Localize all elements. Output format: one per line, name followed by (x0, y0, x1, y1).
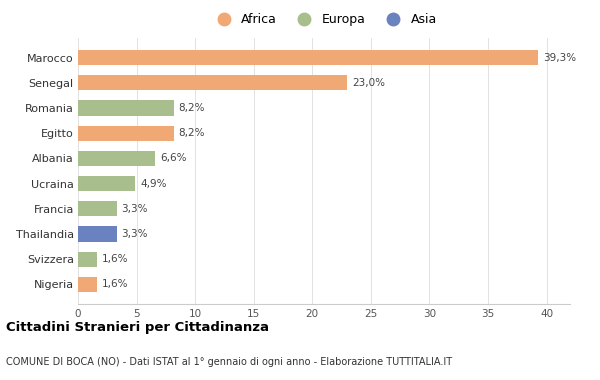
Text: 8,2%: 8,2% (179, 128, 205, 138)
Text: 3,3%: 3,3% (121, 229, 148, 239)
Bar (78, 201, 116, 216)
Text: 3,3%: 3,3% (121, 204, 148, 214)
Bar (78, 176, 136, 191)
Bar (78, 151, 155, 166)
Text: COMUNE DI BOCA (NO) - Dati ISTAT al 1° gennaio di ogni anno - Elaborazione TUTTI: COMUNE DI BOCA (NO) - Dati ISTAT al 1° g… (6, 357, 452, 367)
Text: 1,6%: 1,6% (101, 254, 128, 264)
Bar (78, 277, 97, 292)
Text: 39,3%: 39,3% (543, 53, 576, 63)
Text: 6,6%: 6,6% (160, 154, 187, 163)
Legend: Africa, Europa, Asia: Africa, Europa, Asia (211, 13, 437, 27)
Bar (78, 75, 347, 90)
Bar (78, 100, 174, 116)
Bar (78, 226, 116, 242)
Text: 8,2%: 8,2% (179, 103, 205, 113)
Bar (78, 50, 538, 65)
Text: 23,0%: 23,0% (352, 78, 385, 88)
Bar (78, 126, 174, 141)
Bar (78, 252, 97, 267)
Text: 1,6%: 1,6% (101, 279, 128, 289)
Text: 4,9%: 4,9% (140, 179, 167, 188)
Text: Cittadini Stranieri per Cittadinanza: Cittadini Stranieri per Cittadinanza (6, 321, 269, 334)
